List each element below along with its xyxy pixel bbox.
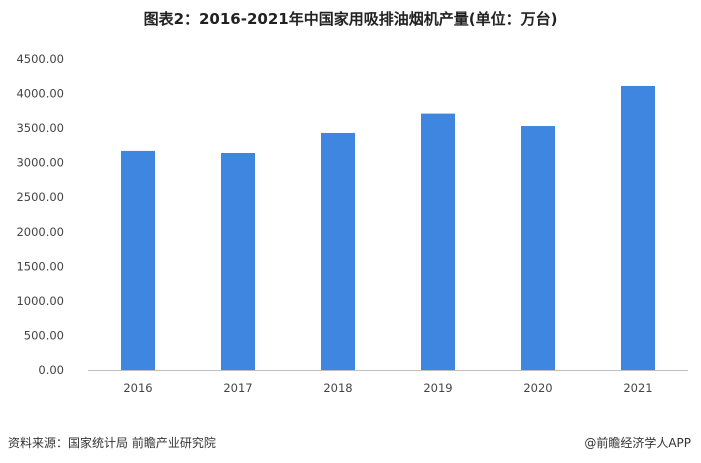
- bars: [121, 85, 655, 370]
- y-tick-label: 4000.00: [16, 87, 64, 101]
- credit-note: @前瞻经济学人APP: [584, 436, 691, 450]
- x-tick-label-2018: 2018: [323, 381, 352, 395]
- bar-2017: [221, 152, 255, 370]
- y-tick-label: 3500.00: [16, 121, 64, 135]
- x-tick-label-2021: 2021: [623, 381, 652, 395]
- y-tick-label: 2500.00: [16, 190, 64, 204]
- bar-2018: [321, 132, 355, 370]
- y-tick-label: 1000.00: [16, 294, 64, 308]
- y-tick-label: 500.00: [24, 328, 64, 342]
- x-tick-label-2016: 2016: [123, 381, 152, 395]
- y-tick-label: 2000.00: [16, 225, 64, 239]
- y-axis-ticks: 0.00 500.00 1000.00 1500.00 2000.00 2500.00 30…: [16, 52, 64, 377]
- bar-2020: [521, 126, 555, 370]
- source-note: 资料来源：国家统计局 前瞻产业研究院: [8, 436, 216, 450]
- y-tick-label: 1500.00: [16, 259, 64, 273]
- y-tick-label: 0.00: [38, 363, 64, 377]
- chart-title: 图表2：2016-2021年中国家用吸排油烟机产量(单位：万台): [143, 10, 558, 28]
- x-axis-ticks: 2016 2017 2018 2019 2020 2021: [123, 381, 652, 395]
- bar-2019: [421, 113, 455, 370]
- y-tick-label: 3000.00: [16, 156, 64, 170]
- x-tick-label-2017: 2017: [223, 381, 252, 395]
- bar-2016: [121, 150, 155, 370]
- bar-2021: [621, 85, 655, 370]
- x-tick-label-2019: 2019: [423, 381, 452, 395]
- x-tick-label-2020: 2020: [523, 381, 552, 395]
- y-tick-label: 4500.00: [16, 52, 64, 66]
